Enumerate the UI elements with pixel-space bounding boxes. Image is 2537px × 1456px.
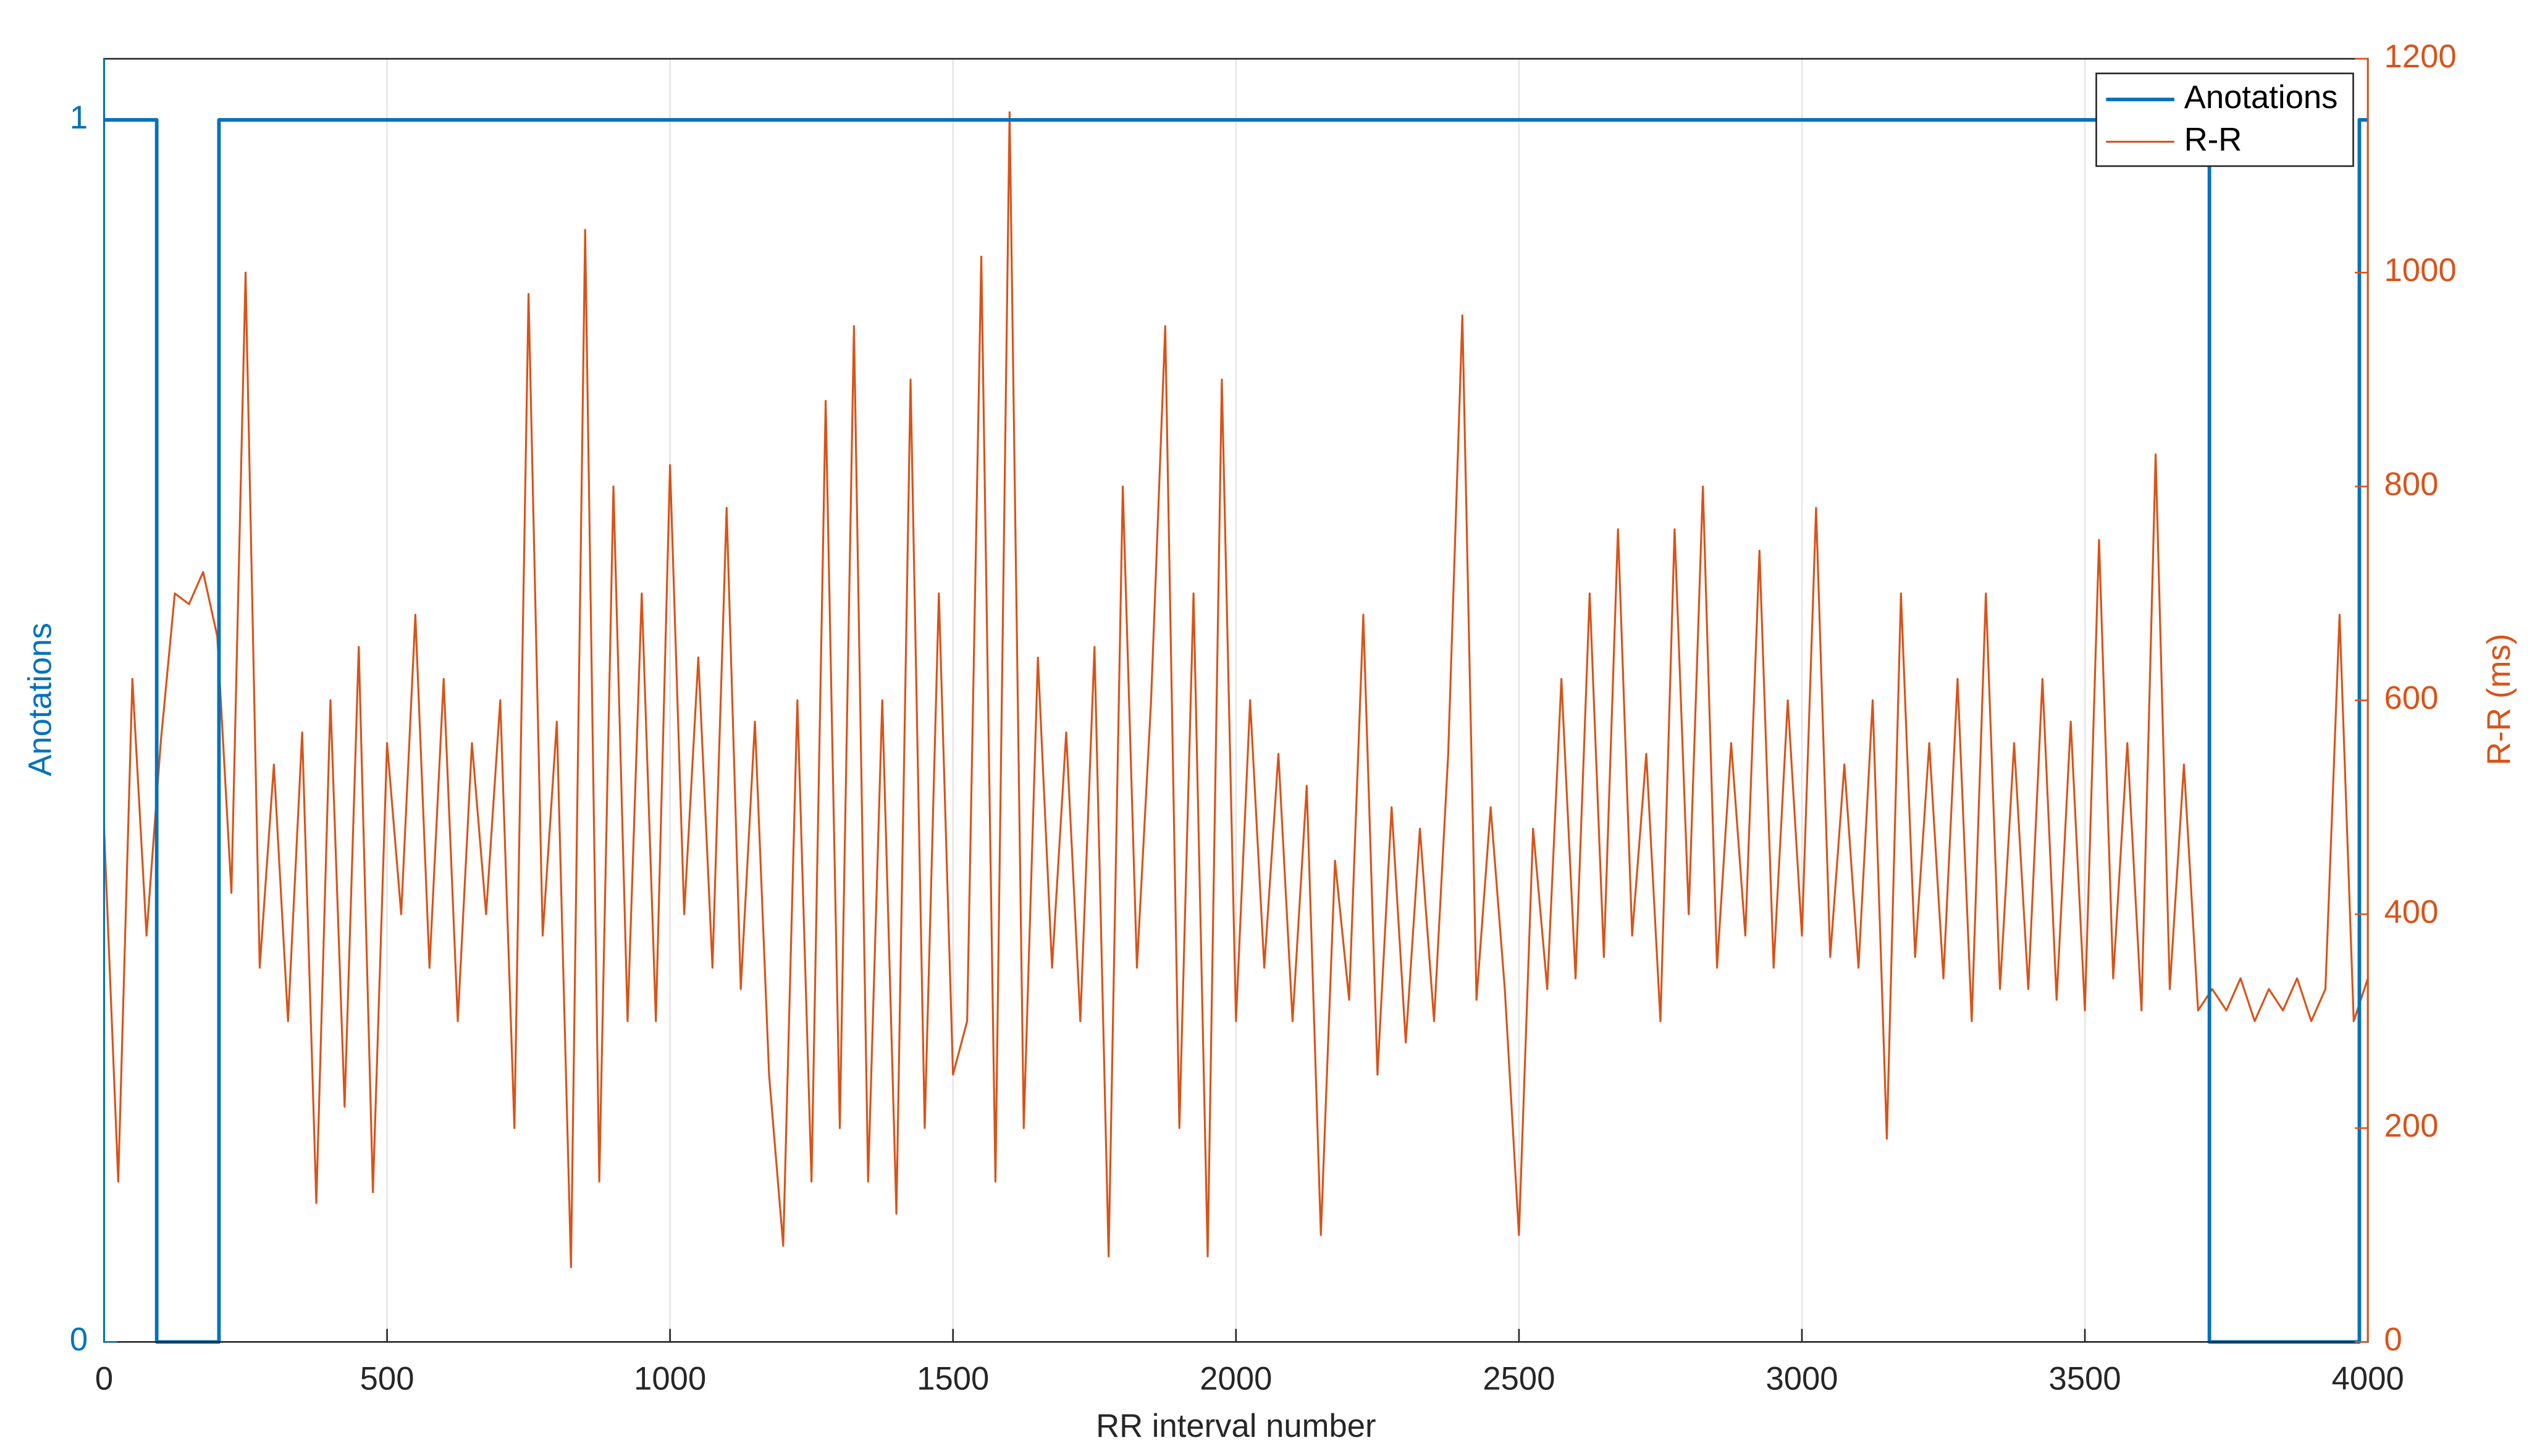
x-tick-label: 3500 <box>2049 1360 2121 1397</box>
legend-label: R-R <box>2184 121 2242 158</box>
plot-area <box>103 111 2369 1344</box>
x-tick-label: 1500 <box>917 1360 989 1397</box>
y2-tick-label: 1000 <box>2384 252 2457 288</box>
y2-axis-label: R-R (ms) <box>2481 634 2517 765</box>
y2-tick-label: 1200 <box>2384 38 2457 75</box>
y2-tick-label: 200 <box>2384 1108 2439 1144</box>
axes: 0 500 1000 1500 2000 2500 3000 3500 400001020040… <box>70 38 2457 1397</box>
x-tick-label: 4000 <box>2332 1360 2404 1397</box>
x-tick-label: 500 <box>360 1360 414 1397</box>
x-tick-label: 2000 <box>1200 1360 1272 1397</box>
series-line <box>104 118 2368 1344</box>
x-tick-label: 2500 <box>1483 1360 1555 1397</box>
x-tick-label: 1000 <box>634 1360 706 1397</box>
y-tick-label: 1 <box>70 99 88 136</box>
series-line <box>103 111 2369 1268</box>
y-axis-label: Anotations <box>22 623 58 776</box>
legend-label: Anotations <box>2184 79 2338 116</box>
y-tick-label: 0 <box>70 1321 88 1358</box>
y2-tick-label: 600 <box>2384 680 2439 717</box>
x-axis-label: RR interval number <box>1096 1408 1376 1444</box>
y2-tick-label: 0 <box>2384 1321 2402 1358</box>
x-tick-label: 3000 <box>1765 1360 1838 1397</box>
y2-tick-label: 800 <box>2384 466 2439 502</box>
legend: Anotations R-R <box>2095 72 2354 167</box>
legend-box <box>2095 72 2354 167</box>
x-tick-label: 0 <box>95 1360 113 1397</box>
y2-tick-label: 400 <box>2384 894 2439 930</box>
